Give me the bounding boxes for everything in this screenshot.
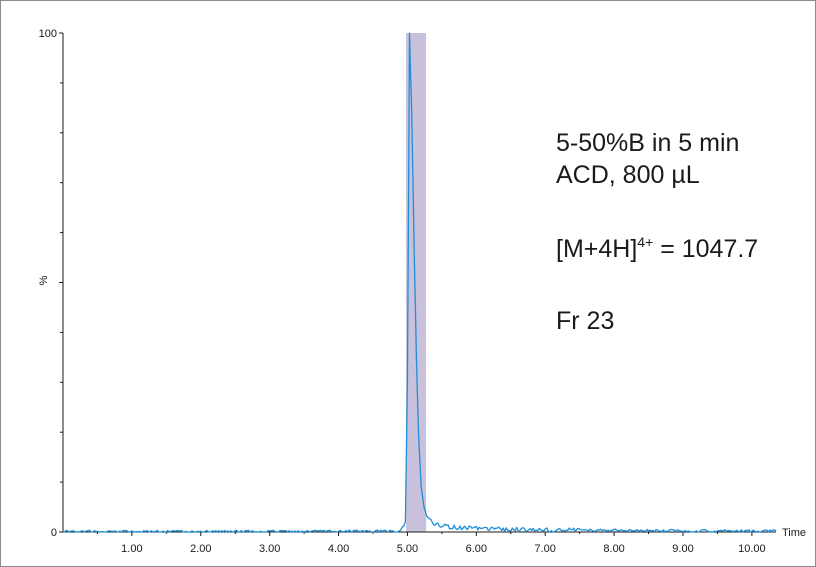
- x-tick-label: 4.00: [328, 543, 349, 555]
- x-axis-label: Time: [782, 527, 806, 539]
- annotation-fraction: Fr 23: [556, 307, 615, 335]
- chromatogram-trace: [63, 32, 777, 533]
- ion-formula: [M+4H]: [556, 235, 638, 263]
- y-axis-label: %: [38, 275, 50, 285]
- annotation-ion-mass: [M+4H]4+ = 1047.7: [556, 234, 759, 263]
- ion-charge: 4+: [637, 234, 654, 250]
- ion-value: = 1047.7: [653, 235, 759, 263]
- x-tick-label: 3.00: [259, 543, 280, 555]
- x-tick-label: 7.00: [535, 543, 556, 555]
- annotation-sample: ACD, 800 µL: [556, 161, 700, 189]
- annotation-gradient: 5-50%B in 5 min: [556, 129, 740, 157]
- x-tick-label: 8.00: [603, 543, 624, 555]
- x-tick-label: 6.00: [466, 543, 487, 555]
- y-tick-label: 0: [51, 527, 57, 539]
- x-tick-label: 10.00: [738, 543, 766, 555]
- x-tick-label: 5.00: [397, 543, 418, 555]
- y-tick-label: 100: [39, 28, 57, 40]
- x-tick-label: 9.00: [672, 543, 693, 555]
- x-tick-label: 1.00: [121, 543, 142, 555]
- x-tick-label: 2.00: [190, 543, 211, 555]
- fraction-highlight-band: [406, 33, 427, 532]
